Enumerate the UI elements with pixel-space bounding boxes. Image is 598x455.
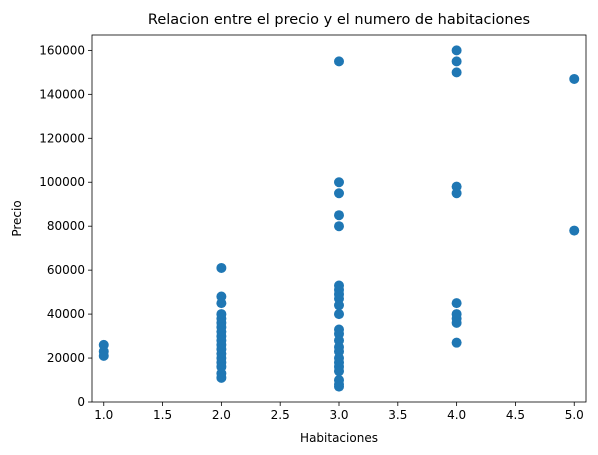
y-tick-label: 100000 [39,175,85,189]
data-point [451,56,462,67]
scatter-points [98,45,580,392]
x-tick-label: 4.0 [447,408,466,422]
y-tick-label: 160000 [39,43,85,57]
y-tick-label: 0 [77,395,85,409]
y-tick-label: 80000 [47,219,85,233]
x-tick-label: 3.5 [388,408,407,422]
data-point [334,381,344,392]
y-tick-label: 60000 [47,263,85,277]
data-point [334,210,344,221]
x-axis-label: Habitaciones [300,431,378,445]
x-axis: 1.0 1.5 2.0 2.5 3.0 3.5 4.0 4.5 5.0 [94,402,584,422]
chart-title: Relacion entre el precio y el numero de … [148,12,530,28]
x-tick-label: 1.0 [94,408,113,422]
data-point [569,225,580,236]
data-point [216,262,227,273]
x-tick-label: 2.5 [271,408,290,422]
data-point [216,298,227,309]
data-point [334,309,344,320]
data-point [451,67,462,78]
y-tick-label: 40000 [47,307,85,321]
data-point [98,350,109,361]
x-tick-label: 2.0 [212,408,231,422]
plot-frame [91,34,587,403]
data-point [451,298,462,309]
data-point [334,177,344,188]
y-tick-label: 20000 [47,351,85,365]
data-point [334,366,344,377]
data-point [334,221,344,232]
y-tick-label: 140000 [39,87,85,101]
data-point [334,56,344,67]
data-point [451,317,462,328]
y-axis: 0 20000 40000 60000 80000 100000 120000 140000 1… [39,43,92,409]
data-point [569,73,580,84]
y-axis-label: Precio [10,200,24,236]
data-point [451,45,462,56]
x-tick-label: 1.5 [153,408,172,422]
x-tick-label: 3.0 [329,408,348,422]
x-tick-label: 4.5 [506,408,525,422]
data-point [334,188,344,199]
data-point [216,372,227,383]
y-tick-label: 120000 [39,131,85,145]
data-point [451,188,462,199]
data-point [334,300,344,311]
x-tick-label: 5.0 [565,408,584,422]
data-point [451,337,462,348]
